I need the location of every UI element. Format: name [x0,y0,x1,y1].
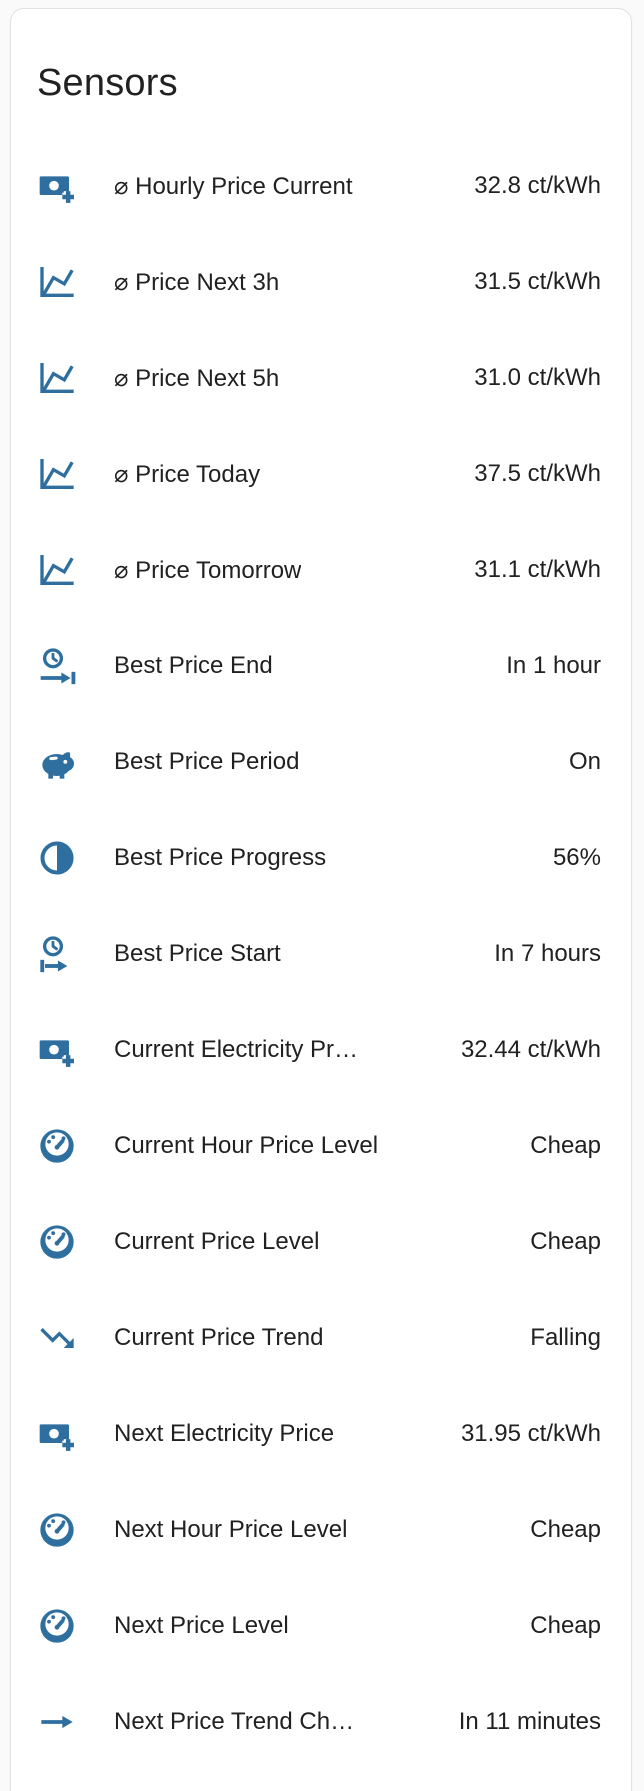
sensor-row[interactable]: Best Price Period On [11,714,631,810]
sensor-row[interactable]: ⌀ Hourly Price Current 32.8 ct/kWh [11,138,631,234]
sensor-label: ⌀ Price Next 3h [114,268,280,296]
sensor-rows: ⌀ Hourly Price Current 32.8 ct/kWh ⌀ Pri… [11,138,631,1770]
sensor-label: Current Price Level [114,1228,320,1255]
sensor-label: Best Price End [114,652,273,679]
sensor-value: 31.5 ct/kWh [474,268,601,295]
arrow-right-icon [37,1702,77,1742]
cash-plus-icon [37,166,77,206]
sensor-label: Next Electricity Price [114,1420,335,1447]
chart-line-icon [37,262,77,302]
sensor-row[interactable]: Best Price Start In 7 hours [11,906,631,1002]
sensor-value: On [568,748,601,775]
gauge-icon [37,1606,77,1646]
sensor-label: Next Price Level [114,1612,289,1639]
sensor-value: In 11 minutes [458,1708,601,1735]
sensor-row[interactable]: ⌀ Price Next 3h 31.5 ct/kWh [11,234,631,330]
chart-line-icon [37,550,77,590]
sensor-row[interactable]: ⌀ Price Next 5h 31.0 ct/kWh [11,330,631,426]
trending-down-icon [37,1318,77,1358]
card-title: Sensors [37,62,178,104]
piggy-bank-icon [37,742,77,782]
sensor-row[interactable]: Next Price Trend Ch… In 11 minutes [11,1674,631,1770]
sensor-value: Cheap [530,1228,601,1255]
sensor-value: Cheap [530,1612,601,1639]
chart-line-icon [37,454,77,494]
sensor-label: Best Price Progress [114,844,327,871]
sensor-row[interactable]: Next Electricity Price 31.95 ct/kWh [11,1386,631,1482]
chart-line-icon [37,358,77,398]
clock-start-icon [37,934,77,974]
sensor-label: ⌀ Price Today [114,460,261,488]
sensor-value: 32.8 ct/kWh [474,172,601,199]
sensor-label: ⌀ Price Next 5h [114,364,280,392]
sensor-row[interactable]: ⌀ Price Tomorrow 31.1 ct/kWh [11,522,631,618]
clock-end-icon [37,646,77,686]
sensor-label: Current Price Trend [114,1324,324,1351]
sensor-label: Best Price Start [114,940,281,967]
sensor-row[interactable]: Current Price Trend Falling [11,1290,631,1386]
sensor-label: Current Hour Price Level [114,1132,379,1159]
sensor-row[interactable]: Current Hour Price Level Cheap [11,1098,631,1194]
sensor-row[interactable]: Next Price Level Cheap [11,1578,631,1674]
sensor-row[interactable]: Current Price Level Cheap [11,1194,631,1290]
sensor-label: Best Price Period [114,748,300,775]
sensor-label: Current Electricity Pr… [114,1036,359,1063]
sensor-value: 37.5 ct/kWh [474,460,601,487]
gauge-icon [37,1126,77,1166]
sensor-value: In 7 hours [494,940,601,967]
sensor-row[interactable]: ⌀ Price Today 37.5 ct/kWh [11,426,631,522]
sensor-value: 31.1 ct/kWh [474,556,601,583]
cash-plus-icon [37,1030,77,1070]
sensor-row[interactable]: Best Price End In 1 hour [11,618,631,714]
sensor-value: Cheap [530,1132,601,1159]
sensor-row[interactable]: Current Electricity Pr… 32.44 ct/kWh [11,1002,631,1098]
sensor-value: 32.44 ct/kWh [460,1036,601,1063]
sensors-card: Sensors ⌀ Hourly Price Current 32.8 ct/k… [10,8,632,1791]
sensor-label: ⌀ Hourly Price Current [114,172,353,200]
sensor-label: Next Price Trend Ch… [114,1708,355,1735]
gauge-icon [37,1510,77,1550]
sensor-value: 56% [552,844,601,871]
sensor-value: Falling [530,1324,601,1351]
sensor-value: Cheap [530,1516,601,1543]
sensor-label: ⌀ Price Tomorrow [114,556,302,584]
sensor-row[interactable]: Best Price Progress 56% [11,810,631,906]
gauge-icon [37,1222,77,1262]
sensor-row[interactable]: Next Hour Price Level Cheap [11,1482,631,1578]
circle-half-full-icon [37,838,77,878]
sensor-value: In 1 hour [506,652,601,679]
cash-plus-icon [37,1414,77,1454]
sensor-label: Next Hour Price Level [114,1516,348,1543]
sensor-value: 31.95 ct/kWh [460,1420,601,1447]
sensor-value: 31.0 ct/kWh [474,364,601,391]
